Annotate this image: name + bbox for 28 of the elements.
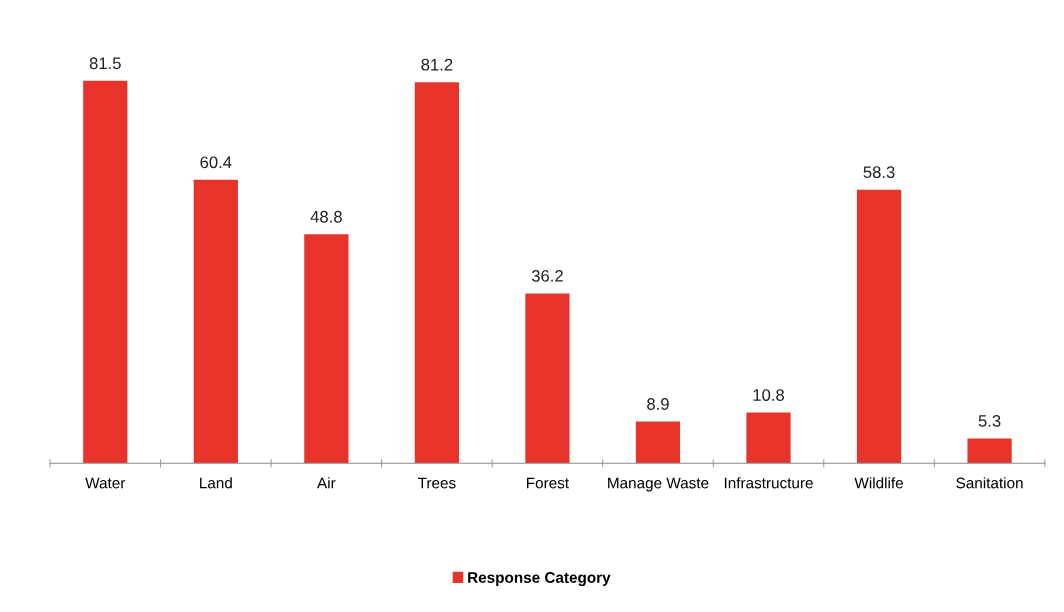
data-label: 48.8: [310, 210, 342, 223]
data-label: 5.3: [978, 414, 1001, 427]
bar: [746, 412, 791, 464]
bar: [83, 80, 128, 464]
x-tick-label: Forest: [527, 477, 569, 489]
x-tick-label: Manage Waste: [608, 477, 709, 492]
bar: [967, 438, 1012, 464]
data-label: 8.9: [647, 398, 669, 410]
x-tick-label: Air: [317, 477, 336, 489]
data-label: 81.5: [89, 57, 121, 70]
data-label: 58.3: [863, 166, 895, 179]
x-tick-label: Infrastructure: [724, 477, 813, 489]
data-label: 10.8: [753, 389, 784, 401]
bar: [304, 234, 349, 464]
x-tick-label: Water: [85, 477, 126, 489]
bar: [856, 189, 902, 464]
x-tick-label: Sanitation: [956, 477, 1023, 489]
data-label: 81.2: [421, 58, 453, 71]
data-label: 36.2: [531, 269, 563, 282]
legend-label: Response Category: [468, 572, 611, 587]
data-label: 60.4: [200, 156, 232, 169]
bar: [193, 179, 238, 464]
x-tick-label: Land: [200, 477, 232, 489]
bar: [525, 293, 570, 464]
x-tick-label: Wildlife: [854, 477, 903, 489]
bar: [414, 82, 459, 464]
x-tick-label: Trees: [418, 477, 456, 489]
bar: [635, 421, 681, 464]
